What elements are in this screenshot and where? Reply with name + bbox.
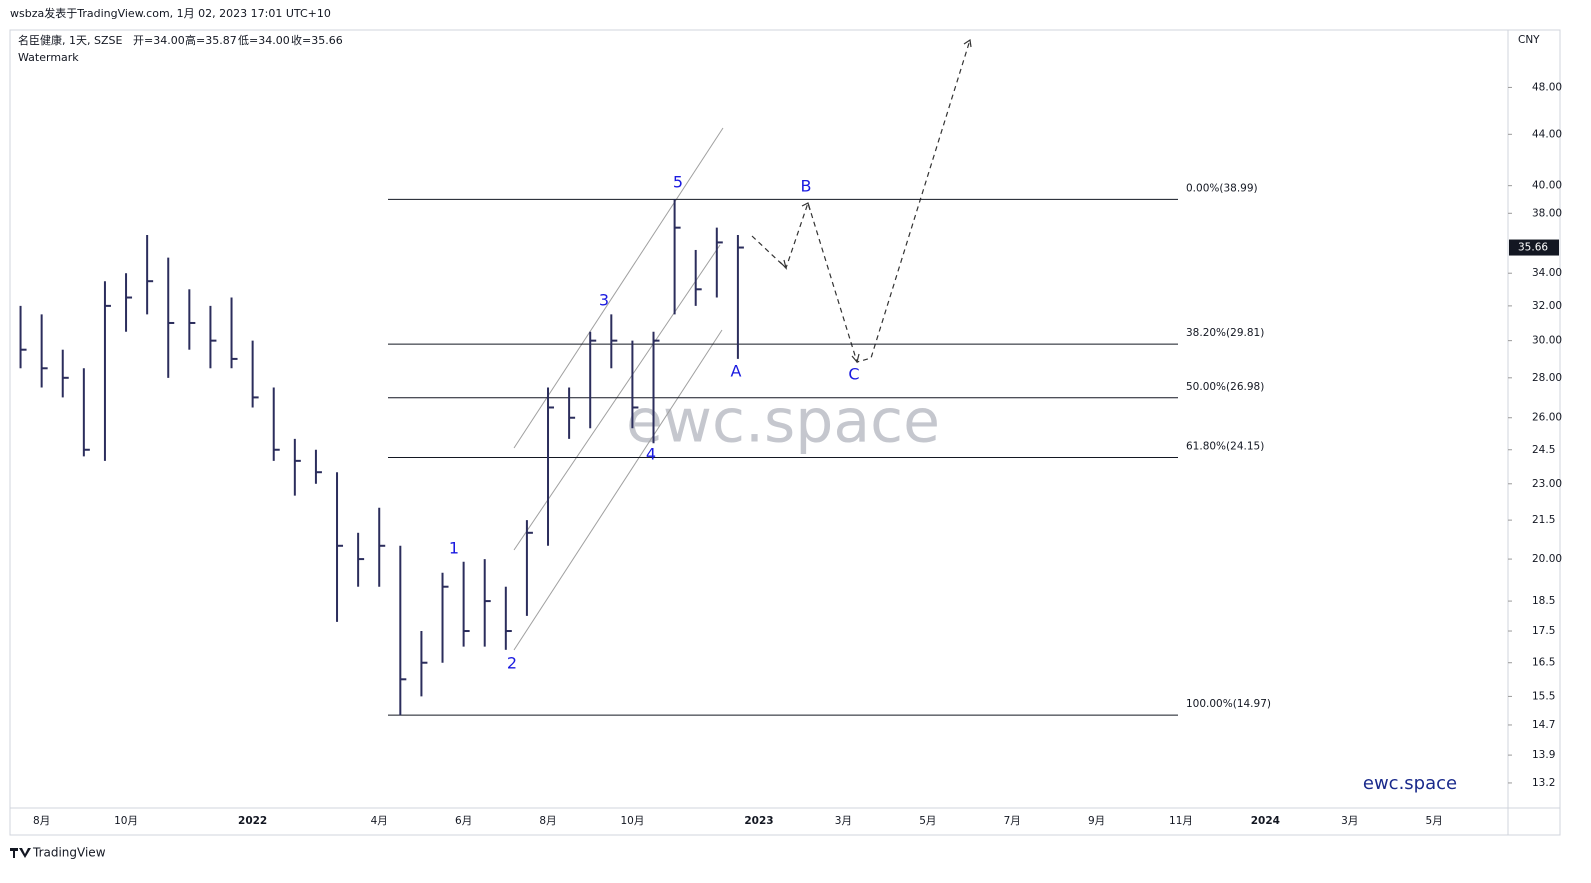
- y-tick-label: 20.00: [1532, 553, 1562, 565]
- x-tick-label: 10月: [620, 815, 644, 827]
- fib-label: 61.80%(24.15): [1186, 441, 1264, 453]
- x-tick-label: 6月: [455, 815, 472, 827]
- y-tick-label: 13.9: [1532, 749, 1555, 761]
- y-tick-label: 34.00: [1532, 267, 1562, 279]
- x-tick-label: 10月: [114, 815, 138, 827]
- wave-label: 3: [599, 291, 609, 310]
- byline: wsbza发表于TradingView.com, 1月 02, 2023 17:…: [10, 6, 331, 20]
- watermark: ewc.space: [626, 387, 940, 457]
- y-tick-label: 28.00: [1532, 372, 1562, 384]
- x-tick-label: 5月: [1426, 815, 1443, 827]
- wave-label: 1: [449, 539, 459, 558]
- y-tick-label: 32.00: [1532, 300, 1562, 312]
- ohlc-low: 低=34.00: [238, 34, 290, 47]
- x-tick-label: 8月: [539, 815, 556, 827]
- arrowhead: [801, 202, 811, 211]
- x-tick-label: 2022: [238, 815, 267, 827]
- y-tick-label: 15.5: [1532, 690, 1555, 702]
- y-tick-label: 40.00: [1532, 180, 1562, 192]
- note: Watermark: [18, 51, 79, 64]
- ohlc-close: 收=35.66: [291, 33, 343, 47]
- y-tick-label: 48.00: [1532, 81, 1562, 93]
- fib-label: 100.00%(14.97): [1186, 698, 1271, 710]
- y-tick-label: 30.00: [1532, 335, 1562, 347]
- currency: CNY: [1518, 34, 1540, 46]
- x-tick-label: 7月: [1004, 815, 1021, 827]
- x-tick-label: 3月: [835, 815, 852, 827]
- wave-label: C: [848, 365, 859, 384]
- y-tick-label: 23.00: [1532, 478, 1562, 490]
- y-tick-label: 21.5: [1532, 514, 1555, 526]
- last-price-label: 35.66: [1518, 242, 1548, 254]
- x-tick-label: 8月: [33, 815, 50, 827]
- x-tick-label: 2023: [744, 815, 773, 827]
- fib-label: 0.00%(38.99): [1186, 182, 1258, 194]
- y-tick-label: 14.7: [1532, 719, 1555, 731]
- wave-label: 2: [507, 654, 517, 673]
- symbol: 名臣健康, 1天, SZSE: [18, 33, 122, 47]
- channel-lower: [513, 329, 723, 651]
- wave-label: 5: [673, 173, 683, 192]
- y-tick-label: 44.00: [1532, 128, 1562, 140]
- x-tick-label: 3月: [1341, 815, 1358, 827]
- ohlc-open: 开=34.00: [133, 34, 185, 47]
- wave-label: 4: [646, 445, 656, 464]
- y-tick-label: 17.5: [1532, 625, 1555, 637]
- y-tick-label: 13.2: [1532, 777, 1555, 789]
- projection-path: [751, 39, 971, 363]
- y-tick-label: 26.00: [1532, 412, 1562, 424]
- fib-label: 38.20%(29.81): [1186, 327, 1264, 339]
- arrowhead: [851, 353, 860, 364]
- x-tick-label: 9月: [1088, 815, 1105, 827]
- y-tick-label: 24.5: [1532, 444, 1555, 456]
- fib-label: 50.00%(26.98): [1186, 381, 1264, 393]
- logo-text: TradingView: [32, 846, 106, 860]
- x-tick-label: 5月: [919, 815, 936, 827]
- last-price-tag: [1509, 239, 1559, 256]
- y-tick-label: 38.00: [1532, 207, 1562, 219]
- x-tick-label: 2024: [1251, 815, 1280, 827]
- logo: TradingView: [10, 846, 106, 860]
- frame: [9, 29, 1561, 836]
- y-tick-label: 16.5: [1532, 657, 1555, 669]
- arrowhead: [779, 259, 788, 270]
- wave-label: A: [731, 362, 742, 381]
- ohlc-high: 高=35.87: [185, 33, 237, 47]
- wave-label: B: [801, 177, 812, 196]
- arrowhead: [963, 38, 972, 48]
- x-tick-label: 11月: [1169, 815, 1193, 827]
- y-tick-label: 18.5: [1532, 595, 1555, 607]
- projection: [751, 38, 972, 364]
- logo-icon: [10, 848, 31, 858]
- x-tick-label: 4月: [371, 815, 388, 827]
- brand: ewc.space: [1363, 773, 1457, 794]
